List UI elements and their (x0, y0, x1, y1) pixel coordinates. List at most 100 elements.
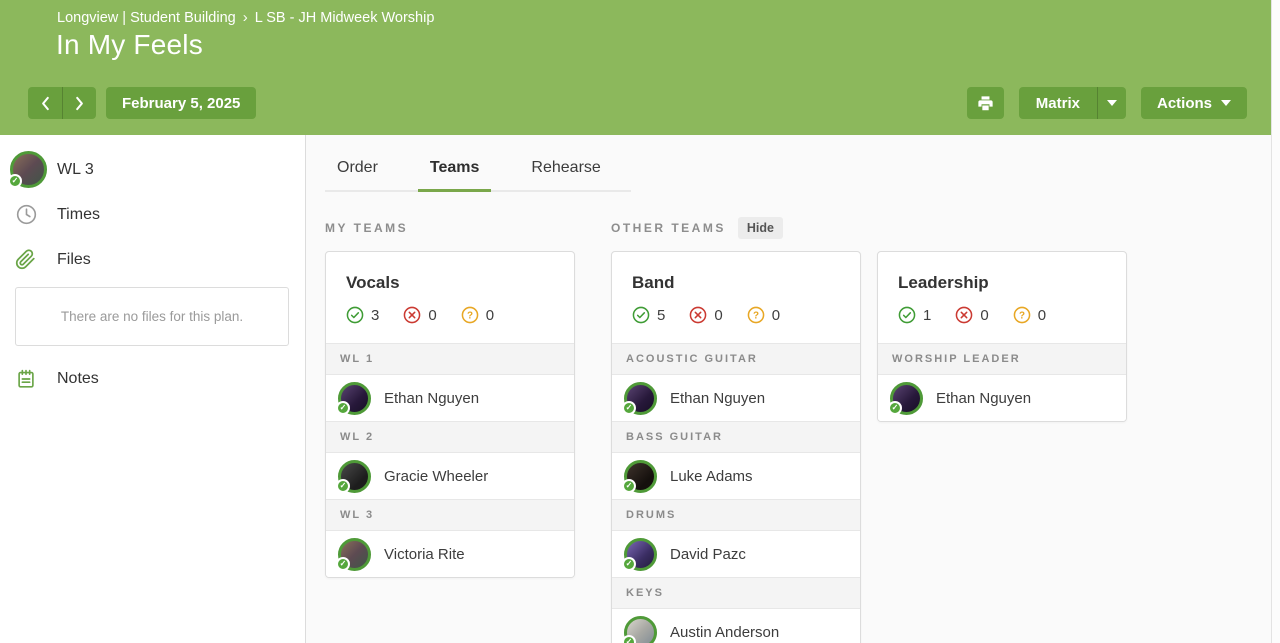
member-row[interactable]: ✓ Gracie Wheeler (326, 453, 574, 499)
confirmed-badge-icon: ✓ (622, 400, 636, 415)
member-name: Austin Anderson (670, 623, 780, 641)
confirmed-count-value: 3 (371, 306, 380, 324)
avatar: ✓ (622, 381, 657, 415)
hide-other-teams-button[interactable]: Hide (737, 217, 783, 239)
sidebar-item-files[interactable]: Files (0, 237, 305, 282)
position-header: WL 1 (326, 343, 574, 375)
team-card-header: Vocals 3 0 ? 0 (326, 252, 574, 343)
team-status-counts: 1 0 ? 0 (898, 306, 1106, 324)
member-name: Luke Adams (670, 467, 753, 485)
avatar: ✓ (622, 459, 657, 493)
my-teams-section: MY TEAMS Vocals 3 0 (325, 217, 575, 578)
unconfirmed-count-value: 0 (1037, 306, 1047, 324)
member-row[interactable]: ✓ David Pazc (612, 531, 860, 577)
team-card-leadership: Leadership 1 0 (877, 251, 1127, 422)
member-row[interactable]: ✓ Ethan Nguyen (612, 375, 860, 421)
chevron-down-icon (1106, 100, 1117, 106)
matrix-dropdown-button[interactable] (1096, 87, 1126, 119)
declined-count-value: 0 (428, 306, 437, 324)
plan-tabs: Order Teams Rehearse (325, 148, 631, 192)
confirmed-badge-icon: ✓ (622, 556, 636, 571)
matrix-button[interactable]: Matrix (1018, 87, 1097, 119)
sidebar-item-label: Notes (57, 369, 99, 387)
member-name: Ethan Nguyen (670, 389, 766, 407)
avatar: ✓ (336, 459, 371, 493)
unconfirmed-count-value: 0 (485, 306, 495, 324)
tab-order[interactable]: Order (337, 159, 378, 176)
page-title: In My Feels (56, 29, 203, 60)
unconfirmed-count: ? 0 (747, 306, 780, 324)
question-circle-icon: ? (747, 306, 765, 324)
declined-count: 0 (955, 306, 989, 324)
member-row[interactable]: ✓ Victoria Rite (326, 531, 574, 577)
avatar: ✓ (622, 537, 657, 571)
team-card-band: Band 5 0 (611, 251, 861, 643)
member-name: Ethan Nguyen (384, 389, 480, 407)
confirmed-count-value: 1 (923, 306, 932, 324)
confirmed-count: 3 (346, 306, 379, 324)
unconfirmed-count: ? 0 (461, 306, 494, 324)
x-circle-icon (690, 306, 707, 324)
breadcrumb-separator-icon: › (242, 9, 248, 26)
member-row[interactable]: ✓ Ethan Nguyen (878, 375, 1126, 421)
position-header: WORSHIP LEADER (878, 343, 1126, 375)
team-card-vocals: Vocals 3 0 ? 0 (325, 251, 575, 578)
chevron-left-icon (42, 96, 49, 110)
sidebar-item-times[interactable]: Times (0, 192, 305, 237)
tab-rehearse[interactable]: Rehearse (531, 159, 601, 176)
confirmed-badge-icon: ✓ (622, 478, 636, 493)
plan-date-button[interactable]: February 5, 2025 (106, 87, 257, 119)
tab-teams[interactable]: Teams (417, 148, 492, 192)
team-name: Leadership (898, 273, 989, 292)
x-circle-icon (404, 306, 421, 324)
team-name: Band (632, 273, 675, 292)
print-button[interactable] (966, 87, 1004, 119)
files-empty-message: There are no files for this plan. (15, 287, 289, 346)
confirmed-count-value: 5 (657, 306, 666, 324)
confirmed-badge-icon: ✓ (622, 634, 636, 643)
sidebar-item-label: Files (57, 250, 91, 268)
confirmed-badge-icon: ✓ (336, 478, 350, 493)
sidebar-item-label: Times (57, 205, 100, 223)
team-status-counts: 5 0 ? 0 (632, 306, 840, 324)
vertical-scrollbar[interactable] (1271, 0, 1280, 643)
avatar: ✓ (336, 381, 371, 415)
sidebar-item-label: WL 3 (57, 160, 94, 178)
position-header: WL 3 (326, 499, 574, 531)
position-header: WL 2 (326, 421, 574, 453)
breadcrumb-service-type[interactable]: L SB - JH Midweek Worship (254, 9, 435, 26)
avatar: ✓ (8, 151, 47, 188)
chevron-down-icon (1221, 100, 1231, 106)
breadcrumb-org[interactable]: Longview | Student Building (57, 9, 236, 26)
avatar: ✓ (622, 615, 657, 643)
plan-main-content: Order Teams Rehearse MY TEAMS Vocals 3 (306, 135, 1280, 643)
declined-count: 0 (689, 306, 723, 324)
plan-header: Longview | Student Building › L SB - JH … (0, 0, 1280, 135)
printer-icon (978, 95, 993, 110)
declined-count: 0 (403, 306, 437, 324)
question-circle-icon: ? (461, 306, 479, 324)
sidebar-item-my-position[interactable]: ✓ WL 3 (0, 147, 305, 192)
avatar: ✓ (888, 381, 923, 415)
team-status-counts: 3 0 ? 0 (346, 306, 554, 324)
next-plan-button[interactable] (62, 87, 96, 119)
previous-plan-button[interactable] (28, 87, 62, 119)
confirmed-badge-icon: ✓ (336, 556, 350, 571)
confirmed-badge-icon: ✓ (8, 174, 22, 188)
x-circle-icon (956, 306, 973, 324)
member-name: Victoria Rite (384, 545, 465, 563)
member-name: David Pazc (670, 545, 746, 563)
sidebar-item-notes[interactable]: Notes (0, 356, 305, 401)
member-row[interactable]: ✓ Luke Adams (612, 453, 860, 499)
svg-text:?: ? (467, 311, 473, 322)
breadcrumb[interactable]: Longview | Student Building › L SB - JH … (57, 9, 434, 26)
position-header: BASS GUITAR (612, 421, 860, 453)
member-row[interactable]: ✓ Austin Anderson (612, 609, 860, 643)
member-row[interactable]: ✓ Ethan Nguyen (326, 375, 574, 421)
confirmed-badge-icon: ✓ (336, 400, 350, 415)
team-card-header: Band 5 0 (612, 252, 860, 343)
matrix-split-button: Matrix (1018, 87, 1126, 119)
position-header: KEYS (612, 577, 860, 609)
actions-button[interactable]: Actions (1140, 87, 1247, 119)
position-header: DRUMS (612, 499, 860, 531)
